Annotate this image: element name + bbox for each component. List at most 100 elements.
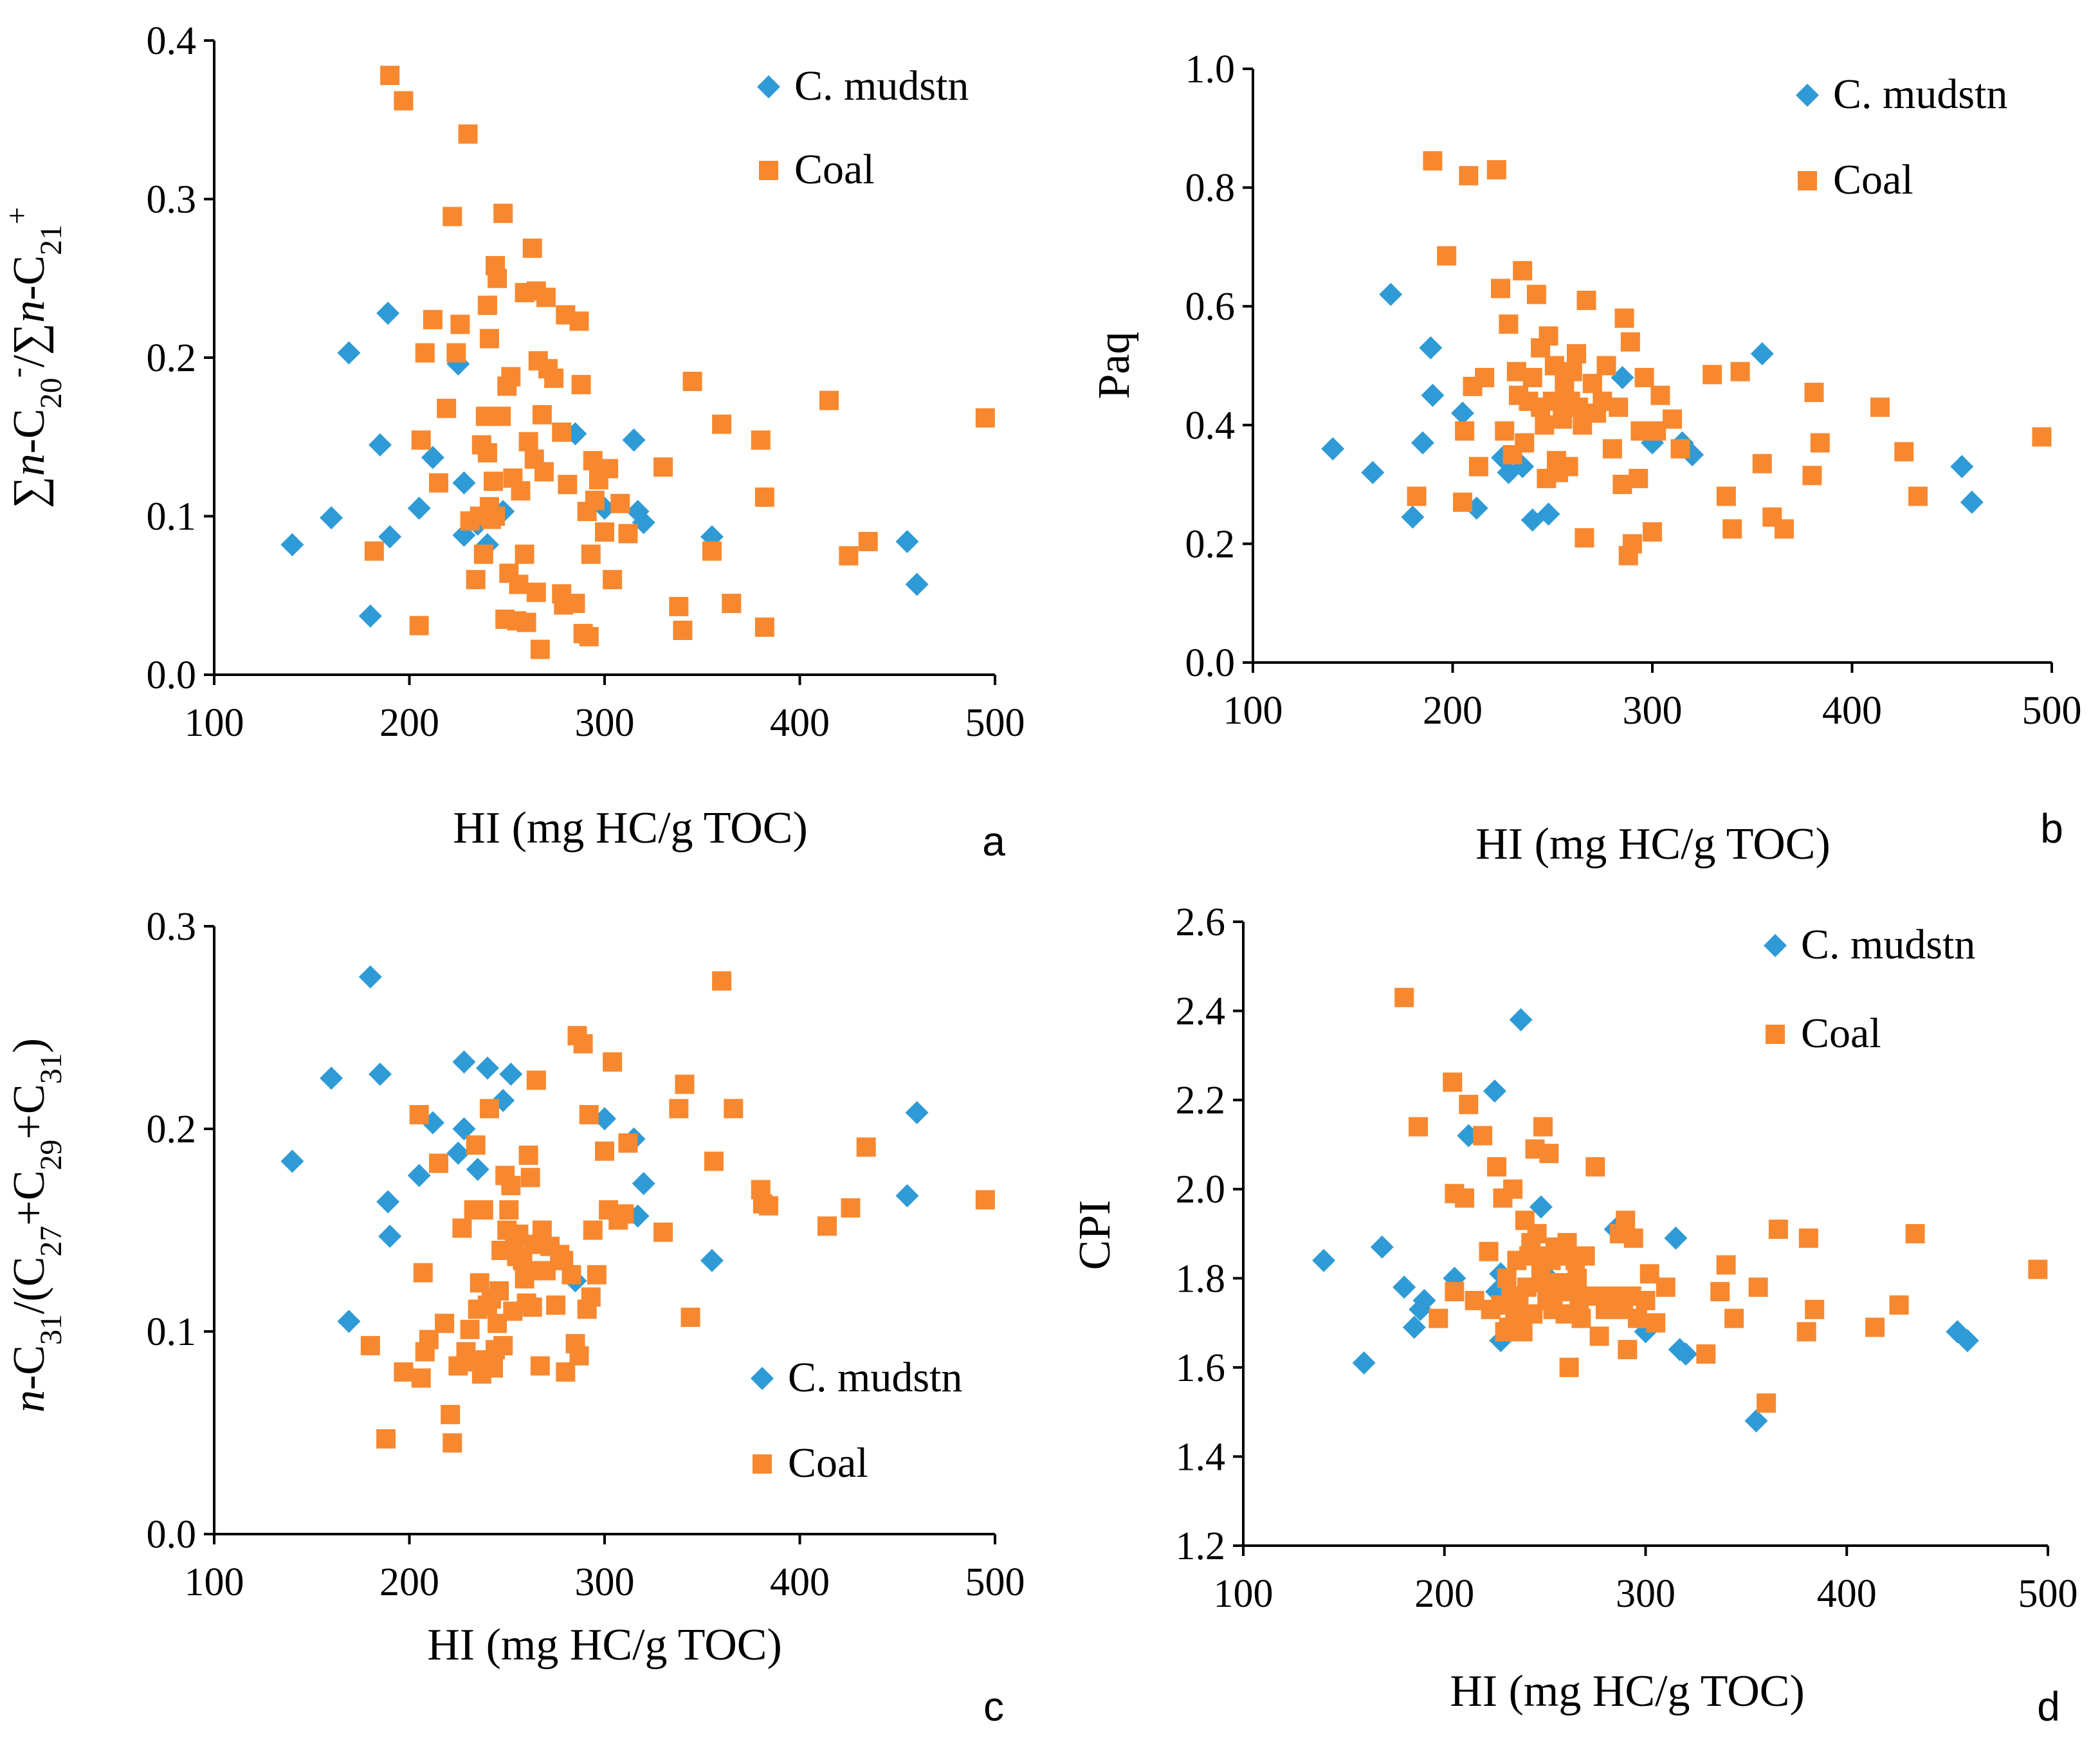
mudstone-point <box>1361 461 1385 484</box>
coal-point <box>522 238 542 258</box>
coal-point <box>1465 1290 1484 1310</box>
coal-point <box>1569 398 1589 417</box>
coal-point <box>1629 468 1648 488</box>
y-axis-label-part: +C <box>5 1084 54 1139</box>
mudstone-point <box>1421 383 1445 407</box>
y-axis-label-part: -C <box>5 1345 54 1390</box>
coal-point <box>1614 308 1634 328</box>
coal-point <box>556 1362 576 1382</box>
mudstone-point <box>1352 1351 1376 1375</box>
coal-point <box>415 343 435 363</box>
coal-point <box>409 1104 429 1124</box>
y-axis-label-part: /(C <box>5 1257 54 1314</box>
mudstone-point <box>1312 1249 1336 1272</box>
mudstone-point <box>1744 1409 1768 1432</box>
coal-point <box>499 1200 519 1220</box>
mudstone-point <box>1529 1195 1553 1219</box>
coal-point <box>376 1429 396 1449</box>
coal-point <box>544 369 564 389</box>
x-tick-label: 200 <box>1423 689 1483 733</box>
x-tick-label: 500 <box>2018 1572 2078 1616</box>
legend-marker-mudstone <box>1764 934 1787 957</box>
coal-point <box>1499 314 1519 334</box>
y-axis-label-part: -C <box>5 255 54 300</box>
coal-point <box>466 1135 486 1155</box>
coal-point <box>1558 457 1578 477</box>
y-tick-label: 0.6 <box>1185 285 1236 329</box>
coal-point <box>975 408 995 428</box>
mudstone-point <box>452 1050 476 1074</box>
legend-label: C. mudstn <box>1833 71 2007 118</box>
x-tick-label: 500 <box>2022 689 2082 733</box>
coal-point <box>1646 1313 1666 1333</box>
coal-point <box>1670 439 1690 459</box>
x-tick-label: 200 <box>379 701 439 745</box>
x-tick-label: 400 <box>1817 1572 1877 1616</box>
mudstone-point <box>895 529 919 553</box>
mudstone-point <box>358 604 382 628</box>
y-axis-label-part: 21 <box>34 224 68 255</box>
coal-point <box>562 1265 581 1285</box>
coal-point <box>411 1368 431 1388</box>
coal-point <box>1889 1295 1909 1315</box>
mudstone-point <box>499 1062 523 1086</box>
coal-point <box>423 309 443 329</box>
mudstone-point <box>407 497 431 520</box>
coal-point <box>618 1133 638 1153</box>
mudstone-point <box>1321 437 1345 461</box>
coal-point <box>526 1070 546 1090</box>
coal-point <box>724 1099 744 1119</box>
coal-point <box>1479 1241 1499 1261</box>
panel-letter: c <box>983 1683 1004 1730</box>
coal-point <box>526 582 546 602</box>
y-tick-label: 1.0 <box>1185 48 1236 91</box>
y-axis-label: ∑n-C20-/∑n-C21+ <box>0 207 68 508</box>
mudstone-point <box>1664 1226 1688 1250</box>
coal-point <box>573 1034 593 1054</box>
coal-point <box>680 1307 700 1327</box>
coal-point <box>486 506 506 526</box>
coal-point <box>1894 442 1914 462</box>
y-tick-label: 1.2 <box>1176 1524 1226 1568</box>
series-coal <box>364 66 995 659</box>
y-axis-label-part: ∑ <box>5 476 54 508</box>
mudstone-point <box>1401 505 1425 529</box>
coal-point <box>409 616 429 636</box>
mudstone-point <box>1611 365 1634 389</box>
coal-point <box>669 597 689 617</box>
mudstone-point <box>1537 502 1560 526</box>
mudstone-point <box>358 965 382 989</box>
coal-point <box>532 1220 552 1240</box>
coal-point <box>530 1356 550 1376</box>
mudstone-point <box>1412 1288 1436 1312</box>
coal-point <box>1522 367 1542 387</box>
mudstone-point <box>320 506 343 529</box>
coal-point <box>1459 166 1479 186</box>
coal-point <box>452 1218 472 1238</box>
coal-point <box>1486 160 1506 179</box>
coal-point <box>2032 427 2052 447</box>
mudstone-point <box>376 1190 400 1214</box>
coal-point <box>1475 367 1495 387</box>
coal-point <box>394 1362 414 1382</box>
coal-point <box>364 541 384 561</box>
coal-point <box>1623 1228 1643 1248</box>
coal-point <box>1567 1268 1587 1288</box>
x-tick-label: 100 <box>1223 689 1283 733</box>
mudstone-point <box>378 525 402 549</box>
legend: C. mudstn Coal <box>757 62 969 193</box>
mudstone-point <box>421 446 444 470</box>
x-tick-label: 400 <box>1822 689 1882 733</box>
coal-point <box>477 295 497 315</box>
coal-point <box>437 398 457 418</box>
coal-point <box>419 1330 439 1349</box>
coal-point <box>511 481 531 501</box>
y-axis-label-part: n <box>5 453 54 476</box>
coal-point <box>754 617 774 637</box>
coal-point <box>2028 1259 2048 1279</box>
coal-point <box>1656 1277 1675 1297</box>
mudstone-point <box>1411 431 1434 455</box>
y-axis-label-part: n <box>5 300 54 323</box>
coal-point <box>1429 1308 1448 1328</box>
coal-point <box>754 487 774 507</box>
